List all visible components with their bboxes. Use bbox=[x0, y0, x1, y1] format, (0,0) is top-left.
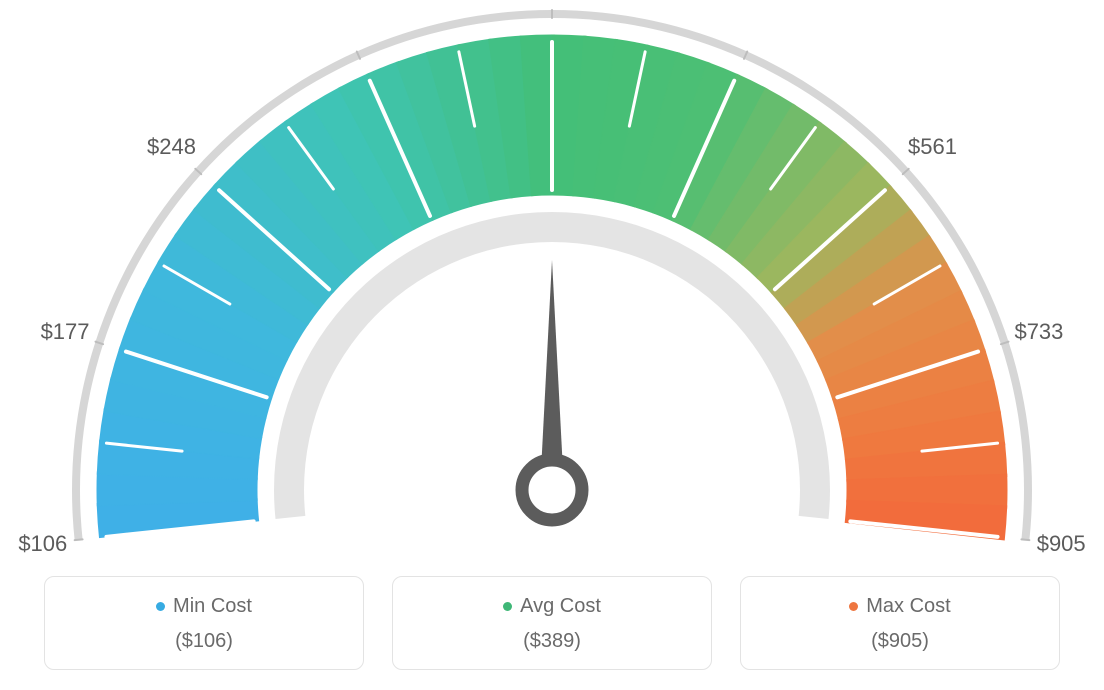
dot-icon bbox=[503, 602, 512, 611]
legend-card-max: Max Cost ($905) bbox=[740, 576, 1060, 670]
legend-title-text: Max Cost bbox=[866, 595, 950, 618]
gauge-chart: $106$177$248$389$561$733$905 bbox=[0, 0, 1104, 560]
legend-card-avg: Avg Cost ($389) bbox=[392, 576, 712, 670]
legend-value-max: ($905) bbox=[751, 630, 1049, 653]
dot-icon bbox=[849, 602, 858, 611]
gauge-tick-label: $561 bbox=[908, 134, 957, 160]
legend-title-min: Min Cost bbox=[156, 595, 252, 618]
dot-icon bbox=[156, 602, 165, 611]
gauge-tick-label: $106 bbox=[18, 531, 67, 557]
legend-title-text: Min Cost bbox=[173, 595, 252, 618]
gauge-svg bbox=[0, 0, 1104, 560]
gauge-tick-label: $905 bbox=[1037, 531, 1086, 557]
gauge-tick-label: $733 bbox=[1014, 319, 1063, 345]
gauge-tick-label: $248 bbox=[147, 134, 196, 160]
legend-title-max: Max Cost bbox=[849, 595, 950, 618]
legend-card-min: Min Cost ($106) bbox=[44, 576, 364, 670]
legend-title-text: Avg Cost bbox=[520, 595, 601, 618]
legend-title-avg: Avg Cost bbox=[503, 595, 601, 618]
legend-value-min: ($106) bbox=[55, 630, 353, 653]
legend-value-avg: ($389) bbox=[403, 630, 701, 653]
legend-row: Min Cost ($106) Avg Cost ($389) Max Cost… bbox=[40, 576, 1064, 670]
gauge-tick-label: $177 bbox=[41, 319, 90, 345]
